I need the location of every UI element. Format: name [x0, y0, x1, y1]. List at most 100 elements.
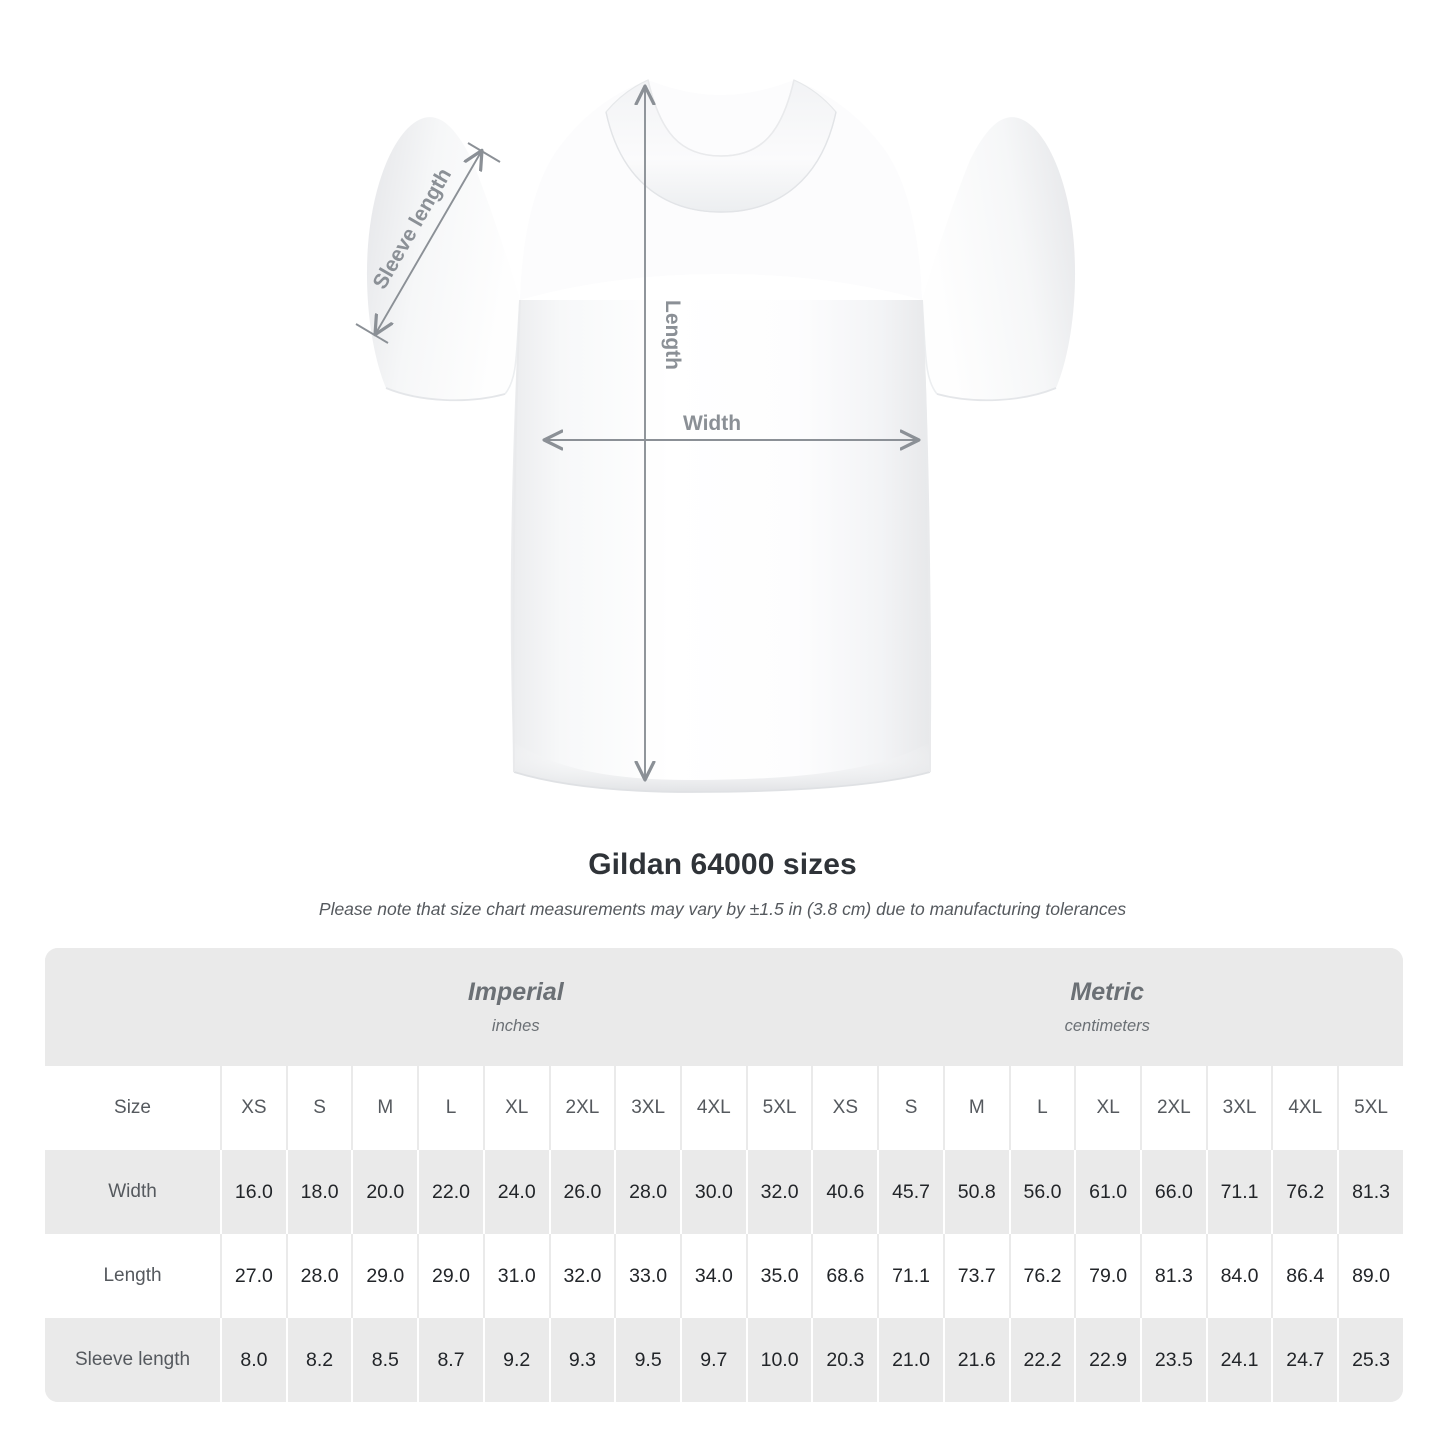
cell-length-imperial-5xl: 35.0 — [745, 1234, 812, 1318]
size-col-imperial-5xl: 5XL — [745, 1066, 812, 1150]
cell-sleeve-metric-xl: 22.9 — [1074, 1318, 1140, 1402]
sleeve-measure-line — [376, 152, 481, 333]
shirt-right-side-seam — [921, 299, 931, 773]
page-title: Gildan 64000 sizes — [588, 848, 857, 881]
size-col-metric-5xl: 5XL — [1337, 1066, 1403, 1150]
size-col-imperial-4xl: 4XL — [679, 1066, 746, 1150]
cell-sleeve-imperial-m: 8.5 — [351, 1318, 418, 1402]
cell-width-imperial-3xl: 28.0 — [614, 1150, 680, 1234]
cell-sleeve-imperial-s: 8.2 — [285, 1318, 352, 1402]
cell-length-imperial-s: 28.0 — [285, 1234, 352, 1318]
cell-width-imperial-xs: 16.0 — [220, 1150, 286, 1234]
row-label-length: Length — [45, 1234, 221, 1318]
cell-sleeve-imperial-xl: 9.2 — [482, 1318, 549, 1402]
table-row-width: Width 16.0 18.0 20.0 22.0 24.0 26.0 28.0… — [45, 1150, 1403, 1234]
cell-width-imperial-l: 22.0 — [417, 1150, 483, 1234]
size-col-imperial-s: S — [285, 1066, 352, 1150]
cell-length-metric-3xl: 84.0 — [1205, 1234, 1272, 1318]
size-header-row: Size XS S M L XL 2XL 3XL 4XL 5XL XS S M … — [45, 1066, 1403, 1150]
size-chart-table: Imperial inches Metric centimeters Size … — [45, 948, 1403, 1402]
cell-length-imperial-xl: 31.0 — [482, 1234, 549, 1318]
table-row-sleeve-length: Sleeve length 8.0 8.2 8.5 8.7 9.2 9.3 9.… — [45, 1318, 1403, 1402]
cell-width-metric-4xl: 76.2 — [1271, 1150, 1338, 1234]
size-col-metric-4xl: 4XL — [1271, 1066, 1338, 1150]
shirt-right-sleeve-hem — [936, 387, 1057, 402]
size-row-label: Size — [45, 1066, 221, 1150]
unit-spacer-cell — [45, 948, 221, 1066]
cell-sleeve-imperial-2xl: 9.3 — [548, 1318, 615, 1402]
size-col-imperial-l: L — [417, 1066, 483, 1150]
cell-length-metric-s: 71.1 — [877, 1234, 943, 1318]
size-col-metric-3xl: 3XL — [1205, 1066, 1272, 1150]
table-row-length: Length 27.0 28.0 29.0 29.0 31.0 32.0 33.… — [45, 1234, 1403, 1318]
tshirt-diagram: Length Width Sleeve length — [355, 79, 1076, 793]
cell-length-imperial-m: 29.0 — [351, 1234, 418, 1318]
title-block: Gildan 64000 sizes Please note that size… — [0, 845, 1445, 921]
metric-system-label: Metric — [1070, 977, 1145, 1006]
cell-sleeve-metric-s: 21.0 — [877, 1318, 943, 1402]
imperial-system-label: Imperial — [467, 977, 564, 1006]
cell-sleeve-metric-xs: 20.3 — [811, 1318, 878, 1402]
width-label: Width — [683, 412, 741, 435]
cell-width-imperial-s: 18.0 — [285, 1150, 352, 1234]
cell-width-imperial-4xl: 30.0 — [679, 1150, 746, 1234]
cell-sleeve-metric-l: 22.2 — [1008, 1318, 1075, 1402]
shirt-right-sleeve — [922, 117, 1076, 401]
shirt-hem-shadow — [514, 742, 930, 792]
cell-width-metric-m: 50.8 — [942, 1150, 1009, 1234]
cell-sleeve-imperial-5xl: 10.0 — [745, 1318, 812, 1402]
cell-sleeve-metric-3xl: 24.1 — [1205, 1318, 1272, 1402]
tshirt-illustration: Length Width Sleeve length — [355, 79, 1076, 793]
cell-length-imperial-xs: 27.0 — [220, 1234, 286, 1318]
imperial-unit-label: inches — [491, 1016, 540, 1035]
cell-width-imperial-2xl: 26.0 — [548, 1150, 615, 1234]
size-col-metric-2xl: 2XL — [1140, 1066, 1206, 1150]
cell-length-metric-xl: 79.0 — [1074, 1234, 1140, 1318]
cell-width-metric-5xl: 81.3 — [1337, 1150, 1403, 1234]
shirt-left-side-seam — [512, 299, 521, 773]
unit-system-row: Imperial inches Metric centimeters — [45, 948, 1403, 1066]
cell-width-imperial-5xl: 32.0 — [745, 1150, 812, 1234]
cell-sleeve-imperial-xs: 8.0 — [220, 1318, 286, 1402]
cell-length-imperial-3xl: 33.0 — [614, 1234, 680, 1318]
cell-sleeve-imperial-4xl: 9.7 — [679, 1318, 746, 1402]
cell-width-metric-2xl: 66.0 — [1140, 1150, 1206, 1234]
cell-width-imperial-m: 20.0 — [351, 1150, 418, 1234]
cell-sleeve-metric-4xl: 24.7 — [1271, 1318, 1338, 1402]
cell-length-metric-xs: 68.6 — [811, 1234, 878, 1318]
size-col-imperial-2xl: 2XL — [548, 1066, 615, 1150]
imperial-header-cell: Imperial inches — [220, 948, 812, 1066]
row-label-width: Width — [45, 1150, 221, 1234]
cell-sleeve-metric-m: 21.6 — [942, 1318, 1009, 1402]
cell-sleeve-metric-2xl: 23.5 — [1140, 1318, 1206, 1402]
cell-sleeve-imperial-l: 8.7 — [417, 1318, 483, 1402]
size-col-metric-xs: XS — [811, 1066, 878, 1150]
cell-sleeve-imperial-3xl: 9.5 — [614, 1318, 680, 1402]
length-label: Length — [661, 300, 684, 370]
size-col-metric-xl: XL — [1074, 1066, 1140, 1150]
shirt-body — [510, 300, 932, 792]
cell-width-metric-l: 56.0 — [1008, 1150, 1075, 1234]
shirt-neck-seam — [647, 79, 795, 157]
cell-length-metric-2xl: 81.3 — [1140, 1234, 1206, 1318]
size-col-imperial-3xl: 3XL — [614, 1066, 680, 1150]
cell-width-metric-xl: 61.0 — [1074, 1150, 1140, 1234]
size-col-imperial-xs: XS — [220, 1066, 286, 1150]
shirt-left-sleeve-hem — [385, 387, 506, 402]
cell-width-metric-s: 45.7 — [877, 1150, 943, 1234]
cell-length-metric-m: 73.7 — [942, 1234, 1009, 1318]
cell-length-metric-l: 76.2 — [1008, 1234, 1075, 1318]
cell-length-metric-5xl: 89.0 — [1337, 1234, 1403, 1318]
cell-width-metric-3xl: 71.1 — [1205, 1150, 1272, 1234]
size-col-metric-m: M — [942, 1066, 1009, 1150]
cell-width-imperial-xl: 24.0 — [482, 1150, 549, 1234]
size-col-imperial-xl: XL — [482, 1066, 549, 1150]
tolerance-note: Please note that size chart measurements… — [318, 899, 1127, 919]
cell-sleeve-metric-5xl: 25.3 — [1337, 1318, 1403, 1402]
shirt-collar-edge — [605, 111, 837, 213]
row-label-sleeve-length: Sleeve length — [45, 1318, 221, 1402]
cell-length-metric-4xl: 86.4 — [1271, 1234, 1338, 1318]
metric-unit-label: centimeters — [1064, 1016, 1150, 1035]
cell-length-imperial-2xl: 32.0 — [548, 1234, 615, 1318]
